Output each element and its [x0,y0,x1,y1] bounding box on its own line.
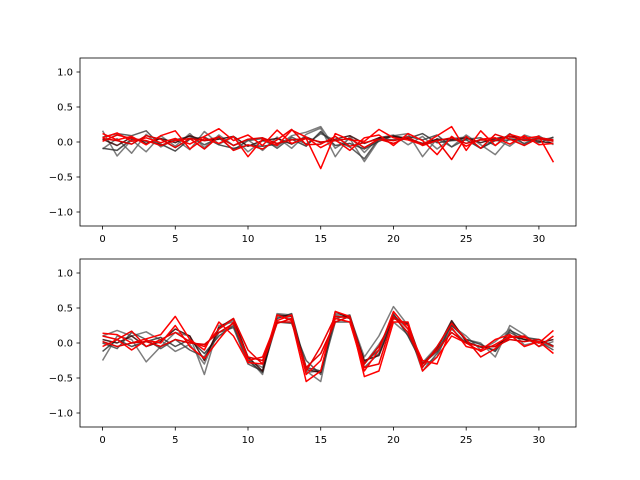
x-tick-label: 30 [533,435,546,446]
series-group [101,125,555,170]
x-tick-label: 5 [172,435,178,446]
x-tick-label: 0 [99,435,105,446]
y-tick-label: −0.5 [49,173,73,184]
y-tick-label: 0.0 [57,138,73,149]
y-tick-label: −0.5 [49,374,73,385]
y-tick-label: 0.5 [57,304,73,315]
x-tick-label: 15 [314,234,327,245]
y-tick-label: −1.0 [49,208,73,219]
x-tick-label: 20 [387,234,400,245]
x-tick-label: 20 [387,435,400,446]
y-tick-label: 0.5 [57,103,73,114]
y-tick-label: −1.0 [49,409,73,420]
y-tick-label: 1.0 [57,68,73,79]
x-tick-label: 0 [99,234,105,245]
subplot-top: 0 5 10 15 20 25 30 −1.0 −0.5 0.0 0.5 1.0 [49,57,577,245]
series-group [101,305,554,383]
series-line-5 [102,125,555,170]
x-tick-label: 25 [460,234,473,245]
x-tick-label: 10 [242,234,255,245]
series-line-7 [102,128,554,161]
x-tick-label: 5 [172,234,178,245]
subplot-bottom: 0 5 10 15 20 25 30 −1.0 −0.5 0.0 0.5 1.0 [49,258,577,446]
series-line-7 [102,315,554,372]
series-line-8 [102,315,554,369]
series-line-8 [102,134,554,149]
x-tick-label: 30 [533,234,546,245]
x-tick-label: 15 [314,435,327,446]
x-tick-label: 10 [242,435,255,446]
y-tick-label: 1.0 [57,269,73,280]
x-tick-label: 25 [460,435,473,446]
y-tick-label: 0.0 [57,339,73,350]
